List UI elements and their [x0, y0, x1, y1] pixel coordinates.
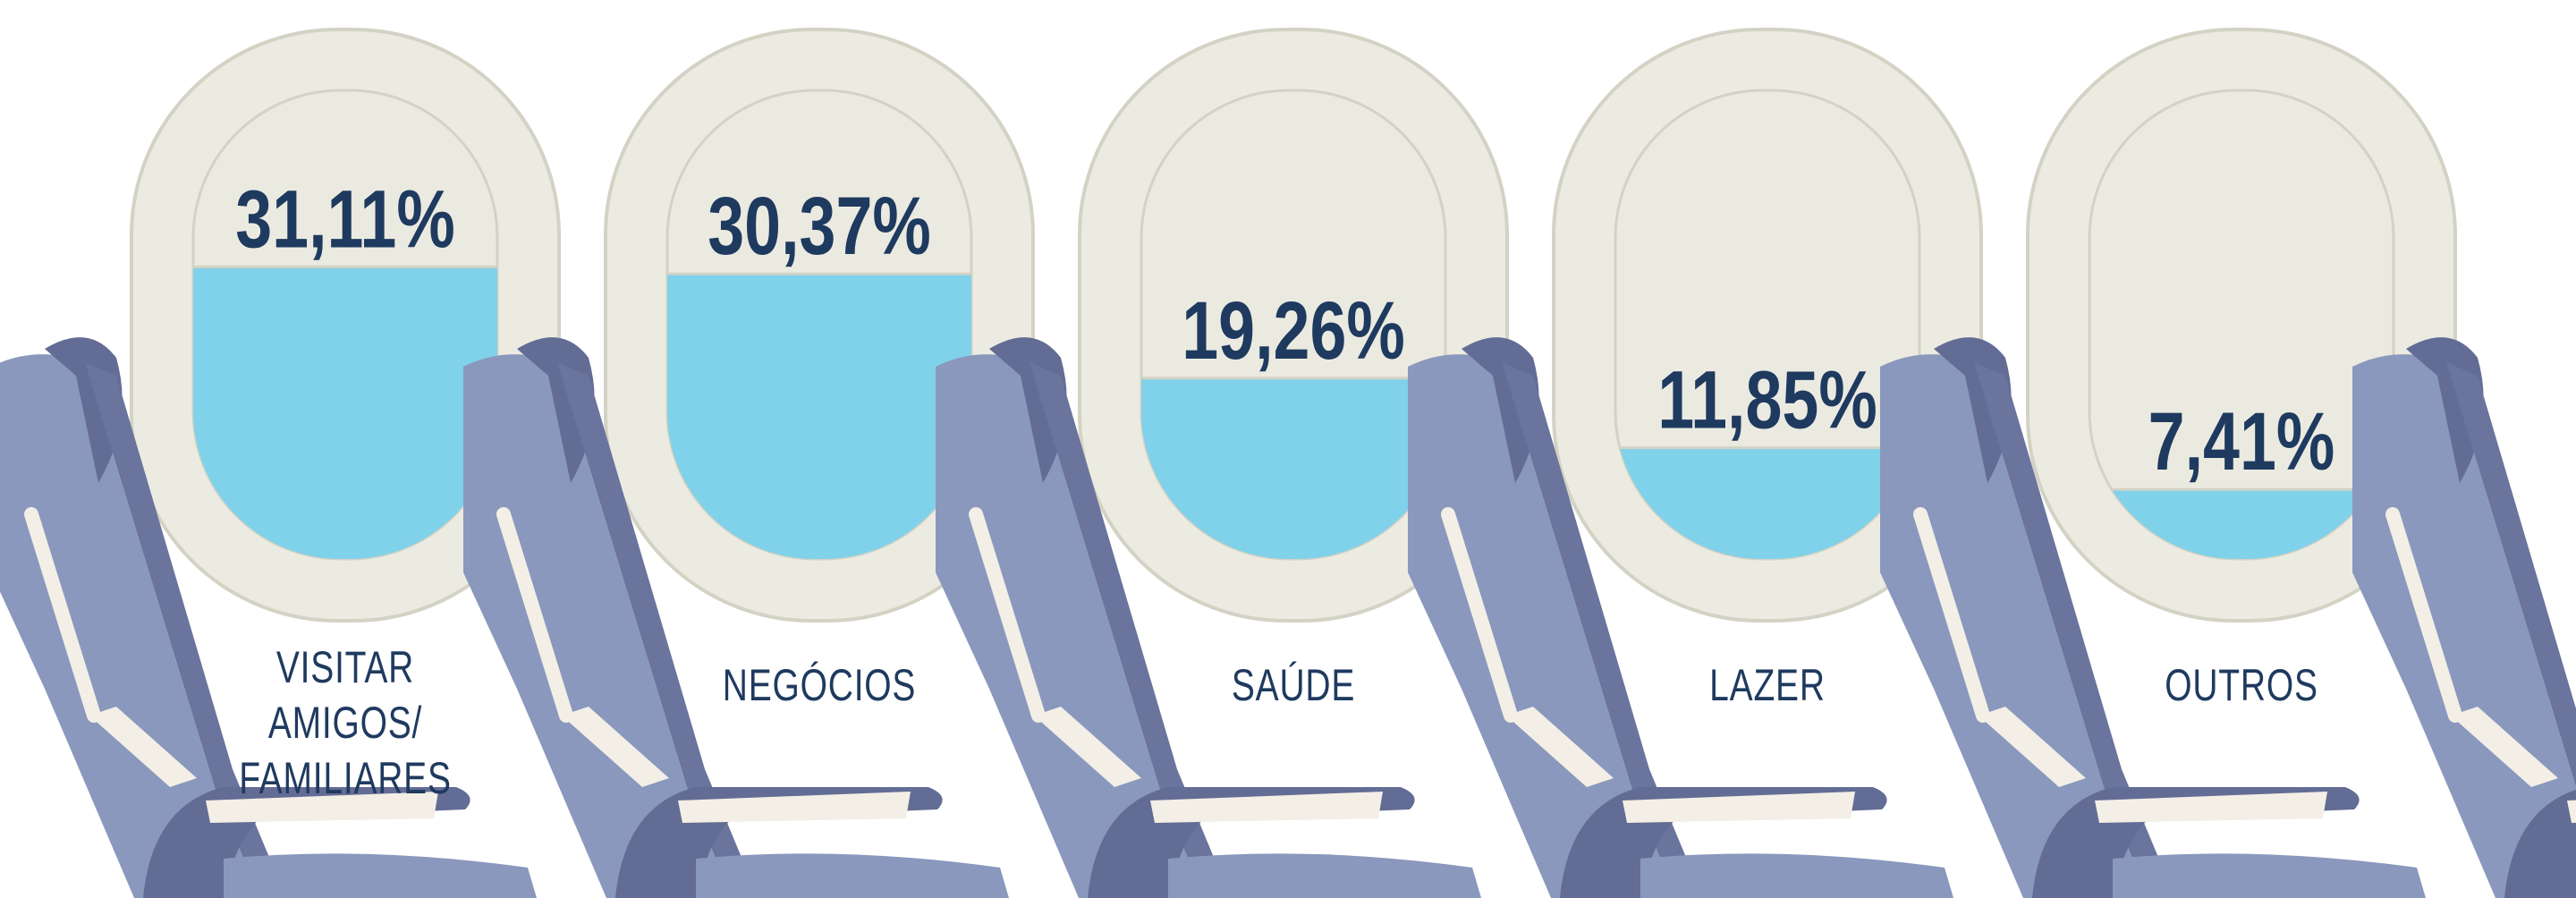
category-label: VISITAR AMIGOS/ FAMILIARES — [220, 640, 471, 806]
category-label: LAZER — [1642, 657, 1894, 713]
category-label: SAÚDE — [1168, 657, 1419, 713]
value-label: 19,26% — [1182, 284, 1405, 377]
seat-base — [1640, 853, 1953, 898]
value-label: 11,85% — [1657, 354, 1877, 446]
seat-base — [696, 853, 1009, 898]
value-label: 7,41% — [2148, 395, 2335, 487]
value-label: 30,37% — [708, 180, 931, 272]
category-label: NEGÓCIOS — [694, 657, 945, 713]
value-label: 31,11% — [235, 174, 455, 266]
seat-base — [224, 853, 537, 898]
page: {"chart_data": {"type": "window-fill", "… — [0, 0, 2576, 898]
seat — [2352, 337, 2576, 898]
category-label: OUTROS — [2116, 657, 2368, 713]
seat-base — [1168, 853, 1481, 898]
seat-base — [2113, 853, 2426, 898]
